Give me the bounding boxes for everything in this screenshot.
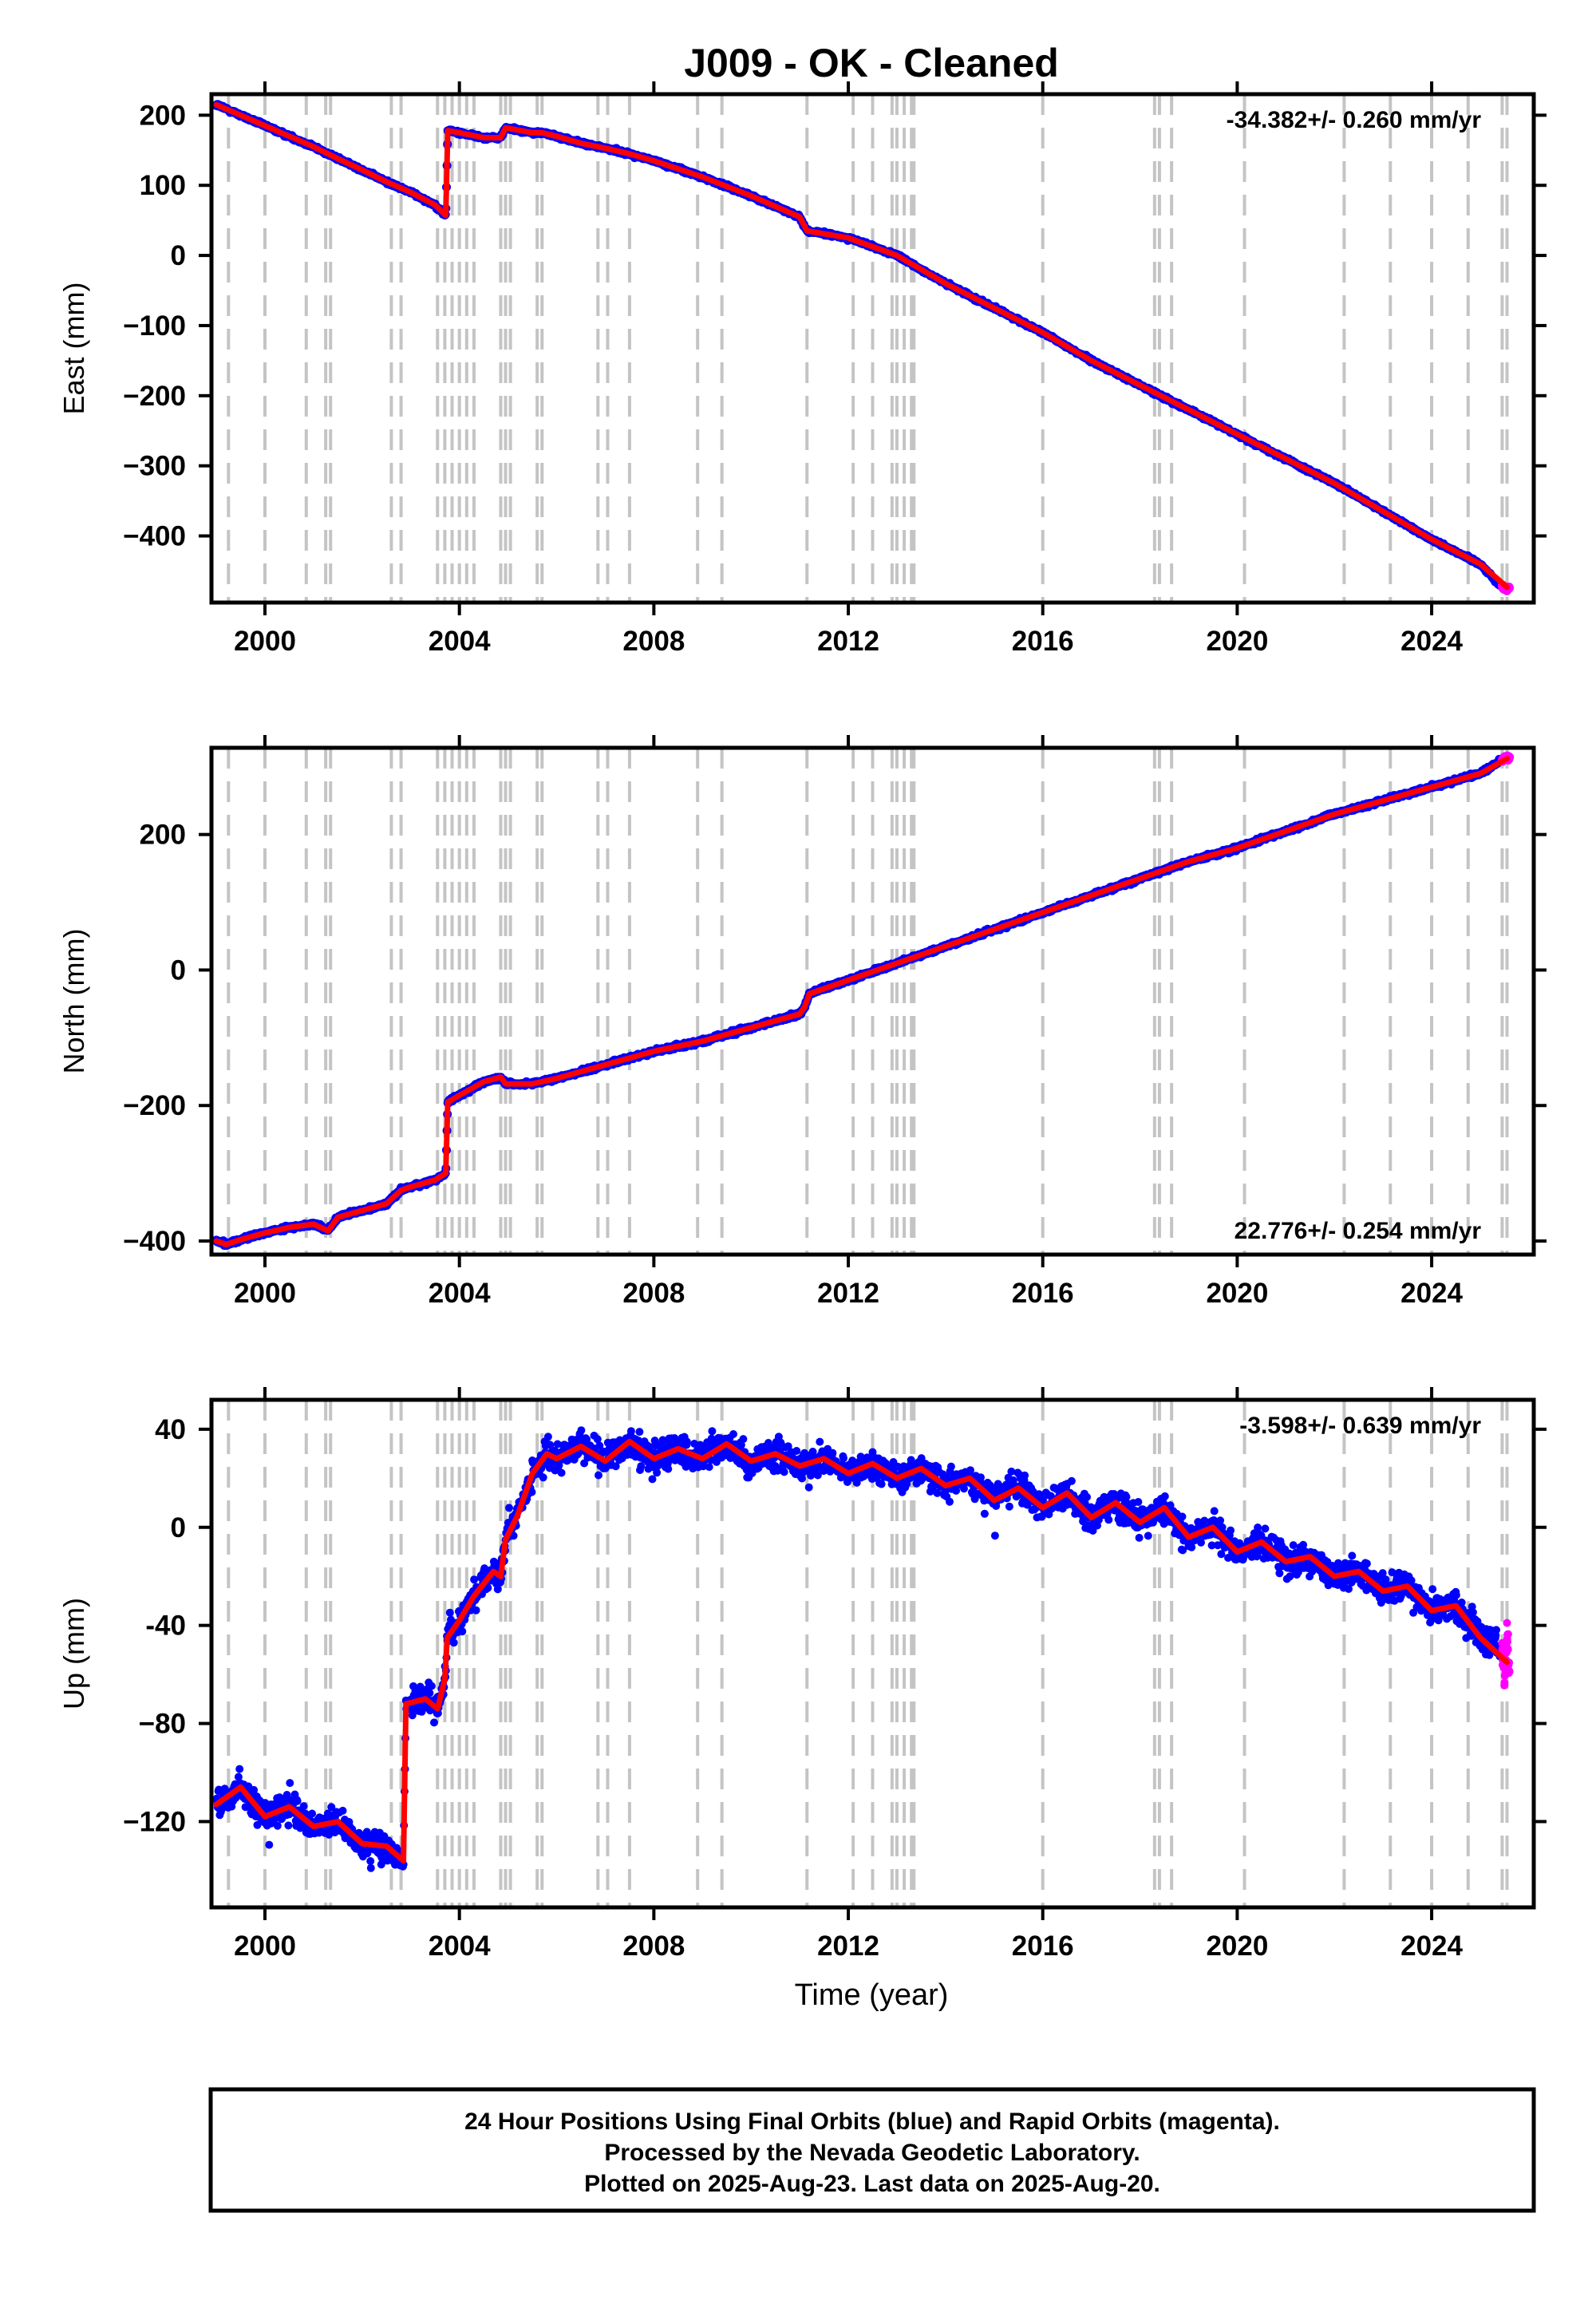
plot-frame [209,92,1536,605]
x-tick-label: 2004 [429,626,491,657]
east-panel: 2000 2004 2008 2012 2016 2020 2024 200 100 0 −100 −… [57,81,1547,657]
x-tick-label: 2012 [817,626,879,657]
y-tick-label: −100 [123,310,186,342]
chart-title: J009 - OK - Cleaned [684,41,1059,85]
x-tick-label: 2020 [1206,626,1268,657]
x-tick-label: 2008 [622,626,685,657]
north-panel: 2000 2004 2008 2012 2016 2020 20242000−200−400… [57,735,1547,1309]
y-tick-label: 200 [140,100,186,131]
y-tick-label: −300 [123,451,186,482]
x-tick-label: 2024 [1400,626,1463,657]
y-tick-label: 0 [171,240,186,271]
y-tick-label: −200 [123,381,186,412]
y-axis-title: East (mm) [57,283,90,415]
x-tick-label: 2000 [234,626,296,657]
model-fit-line [213,101,1510,591]
y-tick-label: −400 [123,521,186,552]
x-tick-label: 2016 [1012,626,1074,657]
velocity-label: -34.382+/- 0.260 mm/yr [1227,107,1482,133]
y-tick-label: 100 [140,170,186,201]
